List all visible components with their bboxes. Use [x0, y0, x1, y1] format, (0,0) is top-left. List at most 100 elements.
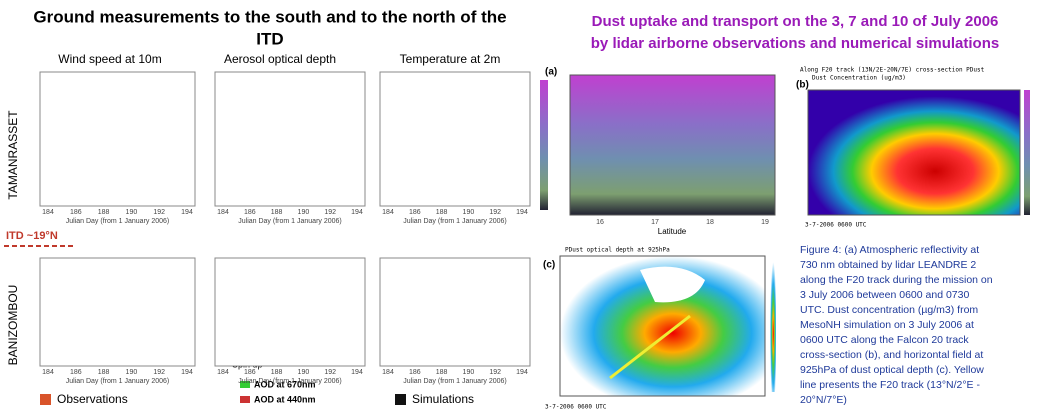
x-tick-label: 192	[153, 369, 165, 376]
lidar-image	[569, 74, 776, 216]
x-tick-label: 186	[244, 209, 256, 216]
x-axis-label: Julian Day (from 1 January 2006)	[238, 218, 342, 225]
panel-label: (a)	[545, 67, 557, 78]
colorbar	[540, 80, 548, 210]
caption-line: 20°N/7°E)	[800, 394, 847, 406]
legend-label: Simulations	[412, 392, 474, 406]
x-tick-label: 194	[516, 209, 528, 216]
x-tick-label: 184	[42, 369, 54, 376]
caption-line: line presents the F20 track (13°N/2°E -	[800, 379, 980, 391]
x-tick-label: 184	[382, 369, 394, 376]
x-tick-label: 186	[70, 209, 82, 216]
flight-track	[609, 314, 691, 380]
x-tick-label: 190	[463, 369, 475, 376]
panel-title: PDust optical depth at 925hPa	[565, 247, 670, 254]
x-tick-label: 188	[436, 369, 448, 376]
right-title: by lidar airborne observations and numer…	[591, 35, 999, 52]
x-tick-label: 184	[217, 209, 229, 216]
date-label: 3-7-2006 0600 UTC	[805, 222, 867, 229]
caption: Figure 4: (a) Atmospheric reflectivity a…	[800, 244, 993, 406]
x-axis-label: Julian Day (from 1 January 2006)	[238, 378, 342, 385]
cloud-mask	[640, 266, 705, 303]
left-title: Ground measurements to the south and to …	[33, 7, 506, 26]
caption-line: 3 July 2006 between 0600 and 0730	[800, 289, 969, 301]
column-header: Temperature at 2m	[400, 52, 501, 66]
x-tick-label: 188	[271, 369, 283, 376]
station-label: BANIZOMBOU	[6, 285, 20, 366]
right-title: Dust uptake and transport on the 3, 7 an…	[592, 13, 999, 30]
x-tick-label: 188	[98, 369, 110, 376]
x-tick-label: 190	[298, 209, 310, 216]
x-tick-label: 188	[271, 209, 283, 216]
x-tick-label: 192	[324, 369, 336, 376]
x-tick-label: 194	[516, 369, 528, 376]
x-tick-label: 194	[181, 369, 193, 376]
plot-frame	[379, 71, 531, 207]
x-tick-label: 190	[126, 209, 138, 216]
legend-swatch	[395, 394, 406, 405]
x-tick-label: 16	[596, 219, 604, 226]
plots: 184 186 188 190 192 194 Julian Day (from 1 Jan…	[39, 71, 531, 385]
date-label: 3-7-2006 0600 UTC	[545, 404, 607, 411]
legend-swatch	[40, 394, 51, 405]
caption-line: 925hPa of dust optical depth (c). Yellow	[800, 364, 984, 376]
x-tick-label: 194	[351, 369, 363, 376]
caption-line: 0600 UTC along the Falcon 20 track	[800, 334, 969, 346]
x-tick-label: 192	[489, 209, 501, 216]
x-tick-label: 17	[651, 219, 659, 226]
legend-label: AOD at 670nm	[254, 379, 316, 389]
x-tick-label: 194	[181, 209, 193, 216]
x-tick-label: 19	[761, 219, 769, 226]
x-tick-label: 190	[463, 209, 475, 216]
column-header: Wind speed at 10m	[58, 52, 161, 66]
x-tick-label: 192	[489, 369, 501, 376]
x-tick-label: 184	[42, 209, 54, 216]
plot-frame	[39, 71, 196, 207]
caption-line: 730 nm obtained by lidar LEANDRE 2	[800, 259, 976, 271]
x-axis-label: Julian Day (from 1 January 2006)	[66, 378, 170, 385]
plot-frame	[379, 257, 531, 367]
column-header: Aerosol optical depth	[224, 52, 336, 66]
x-axis-label: Julian Day (from 1 January 2006)	[403, 378, 507, 385]
cross-section-image	[807, 89, 1021, 216]
x-axis-label: Julian Day (from 1 January 2006)	[403, 218, 507, 225]
caption-line: Figure 4: (a) Atmospheric reflectivity a…	[800, 244, 979, 256]
colorbar	[770, 262, 776, 392]
station-label: TAMANRASSET	[6, 110, 20, 200]
panel-label: (b)	[796, 80, 809, 91]
panel-title: Dust Concentration (ug/m3)	[812, 75, 906, 82]
panel-title: Along F20 track (13N/2E-20N/7E) cross-se…	[800, 67, 985, 74]
x-tick-label: 186	[70, 369, 82, 376]
itd-label: ITD ~19°N	[6, 230, 58, 242]
x-tick-label: 192	[153, 209, 165, 216]
caption-line: MesoNH simulation on 3 July 2006 at	[800, 319, 974, 331]
axis-label: Latitude	[658, 227, 687, 236]
x-tick-label: 186	[409, 209, 421, 216]
x-tick-label: 188	[436, 209, 448, 216]
x-tick-label: 184	[217, 369, 229, 376]
caption-line: along the F20 track during the mission o…	[800, 274, 993, 286]
legend-label: Observations	[57, 392, 128, 406]
x-tick-label: 186	[244, 369, 256, 376]
x-axis-label: Julian Day (from 1 January 2006)	[66, 218, 170, 225]
panel-label: (c)	[543, 260, 555, 271]
left-title: ITD	[256, 29, 283, 48]
plot-frame	[39, 257, 196, 367]
x-tick-label: 184	[382, 209, 394, 216]
colorbar	[1024, 90, 1030, 215]
caption-line: cross-section (b), and horizontal field …	[800, 349, 983, 361]
x-tick-label: 190	[298, 369, 310, 376]
legend-swatch	[240, 381, 250, 388]
x-tick-label: 190	[126, 369, 138, 376]
x-tick-label: 188	[98, 209, 110, 216]
legend-label: AOD at 440nm	[254, 394, 316, 404]
legend-swatch	[240, 396, 250, 403]
x-tick-label: 194	[351, 209, 363, 216]
x-tick-label: 18	[706, 219, 714, 226]
caption-line: UTC. Dust concentration (µg/m3) from	[800, 304, 978, 316]
x-tick-label: 186	[409, 369, 421, 376]
plot-frame	[214, 71, 366, 207]
plot-frame	[214, 257, 366, 367]
x-tick-label: 192	[324, 209, 336, 216]
